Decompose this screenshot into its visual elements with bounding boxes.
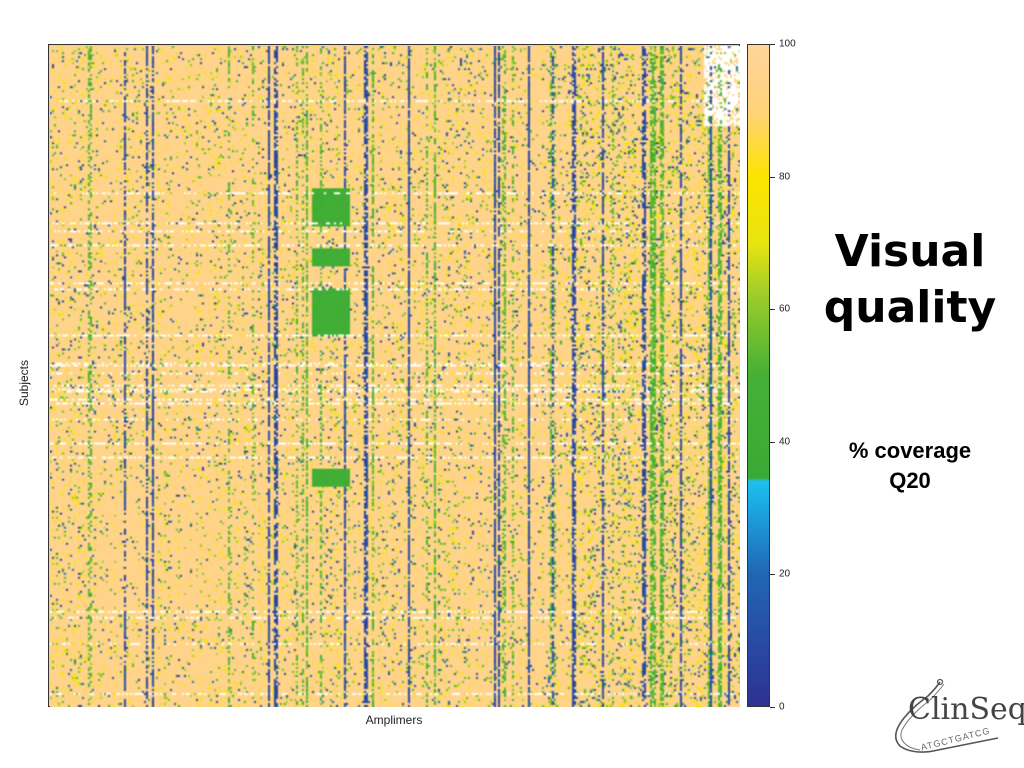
colorbar-tick-label: 60: [779, 303, 791, 315]
colorbar-tick: [770, 177, 775, 178]
colorbar-tick: [770, 707, 775, 708]
subtitle-line-1: % coverage: [848, 438, 972, 463]
slide-subtitle: % coverage Q20: [810, 436, 1010, 496]
y-axis-label: Subjects: [17, 359, 31, 407]
colorbar: [747, 44, 770, 707]
dna-stethoscope-icon: [894, 678, 999, 753]
colorbar-tick: [770, 442, 775, 443]
title-line-2: quality: [823, 282, 997, 333]
heatmap-cells: [50, 46, 740, 707]
slide-title: Visual quality: [810, 224, 1010, 336]
colorbar-tick-label: 100: [779, 38, 796, 50]
colorbar-tick: [770, 574, 775, 575]
title-line-1: Visual: [834, 226, 986, 277]
colorbar-tick-label: 20: [779, 568, 791, 580]
heatmap-plot-area: [48, 44, 740, 707]
colorbar-tick-label: 40: [779, 436, 791, 448]
x-axis-label: Amplimers: [365, 713, 423, 727]
colorbar-tick: [770, 44, 775, 45]
logo-wordmark: ClinSeq: [908, 692, 1024, 727]
colorbar-tick: [770, 309, 775, 310]
clinseq-logo: ClinSeq ATGCTGATCG: [878, 678, 1024, 758]
colorbar-tick-label: 0: [779, 701, 785, 713]
colorbar-tick-label: 80: [779, 171, 791, 183]
subtitle-line-2: Q20: [889, 468, 931, 493]
